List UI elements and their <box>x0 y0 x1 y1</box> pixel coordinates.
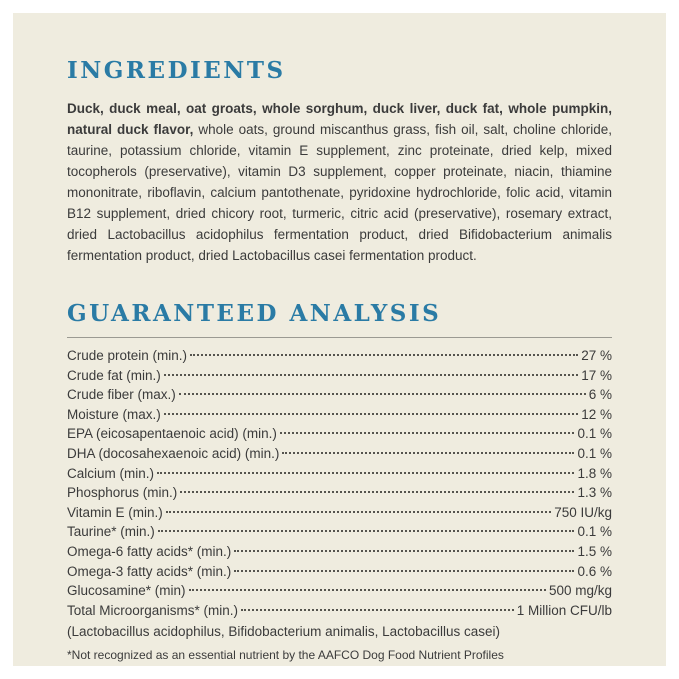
analysis-organisms-note: (Lactobacillus acidophilus, Bifidobacter… <box>67 624 500 640</box>
analysis-row-value: 1.5 % <box>577 543 612 559</box>
analysis-footnote: *Not recognized as an essential nutrient… <box>67 647 504 662</box>
analysis-row: Omega-6 fatty acids* (min.) 1.5 % <box>67 544 612 564</box>
analysis-row-label: Glucosamine* (min) <box>67 583 186 599</box>
analysis-row: Taurine* (min.) 0.1 % <box>67 524 612 544</box>
analysis-row-value: 0.1 % <box>577 445 612 461</box>
analysis-row-value: 1 Million CFU/lb <box>516 602 612 618</box>
analysis-row-label: Moisture (max.) <box>67 406 161 422</box>
leader-dots <box>241 608 514 611</box>
analysis-row-label: Phosphorus (min.) <box>67 485 178 501</box>
analysis-row: EPA (eicosapentaenoic acid) (min.) 0.1 % <box>67 426 612 446</box>
analysis-row-label: Crude fiber (max.) <box>67 387 176 403</box>
pet-food-label: INGREDIENTS Duck, duck meal, oat groats,… <box>13 13 666 666</box>
analysis-row: Omega-3 fatty acids* (min.) 0.6 % <box>67 564 612 584</box>
leader-dots <box>165 510 552 513</box>
analysis-row-value: 6 % <box>588 387 612 403</box>
analysis-row-value: 1.8 % <box>577 465 612 481</box>
analysis-row-label: Vitamin E (min.) <box>67 504 163 520</box>
leader-dots <box>282 451 575 454</box>
analysis-row: Crude protein (min.) 27 % <box>67 348 612 368</box>
analysis-row-value: 27 % <box>581 348 612 363</box>
leader-dots <box>178 393 586 396</box>
leader-dots <box>279 432 575 435</box>
analysis-row: DHA (docosahexaenoic acid) (min.) 0.1 % <box>67 446 612 466</box>
analysis-row-label: Calcium (min.) <box>67 465 155 481</box>
leader-dots <box>163 412 579 415</box>
analysis-row: Glucosamine* (min) 500 mg/kg <box>67 583 612 603</box>
leader-dots <box>180 491 575 494</box>
analysis-row: Total Microorganisms* (min.) 1 Million CF… <box>67 603 612 623</box>
analysis-row-label: Total Microorganisms* (min.) <box>67 602 239 618</box>
analysis-row-label: EPA (eicosapentaenoic acid) (min.) <box>67 426 277 442</box>
analysis-row: Phosphorus (min.) 1.3 % <box>67 485 612 505</box>
analysis-row-value: 0.1 % <box>577 524 612 540</box>
analysis-row: Crude fat (min.) 17 % <box>67 368 612 388</box>
analysis-rows: Crude protein (min.) 27 % Crude fat (min.)… <box>67 348 612 622</box>
analysis-row: Calcium (min.) 1.8 % <box>67 466 612 486</box>
analysis-row: Crude fiber (max.) 6 % <box>67 387 612 407</box>
analysis-row-value: 0.6 % <box>577 563 612 579</box>
analysis-divider <box>67 337 612 338</box>
analysis-row-label: Taurine* (min.) <box>67 524 155 540</box>
leader-dots <box>157 530 575 533</box>
analysis-row: Moisture (max.) 12 % <box>67 407 612 427</box>
analysis-row-value: 750 IU/kg <box>554 504 612 520</box>
leader-dots <box>234 569 575 572</box>
analysis-row-label: Crude protein (min.) <box>67 348 188 363</box>
analysis-row: Vitamin E (min.) 750 IU/kg <box>67 505 612 525</box>
guaranteed-analysis-heading: GUARANTEED ANALYSIS <box>67 300 442 327</box>
leader-dots <box>234 549 575 552</box>
analysis-row-value: 0.1 % <box>577 426 612 442</box>
analysis-row-label: DHA (docosahexaenoic acid) (min.) <box>67 445 280 461</box>
ingredients-body-text: whole oats, ground miscanthus grass, fis… <box>67 122 612 263</box>
analysis-row-value: 1.3 % <box>577 485 612 501</box>
analysis-row-label: Crude fat (min.) <box>67 367 161 383</box>
leader-dots <box>188 589 546 592</box>
leader-dots <box>163 373 579 376</box>
ingredients-text: Duck, duck meal, oat groats, whole sorgh… <box>67 98 612 266</box>
ingredients-heading: INGREDIENTS <box>67 57 286 84</box>
leader-dots <box>190 354 579 356</box>
analysis-row-value: 500 mg/kg <box>548 583 612 599</box>
analysis-row-label: Omega-6 fatty acids* (min.) <box>67 543 232 559</box>
analysis-row-label: Omega-3 fatty acids* (min.) <box>67 563 232 579</box>
analysis-row-value: 17 % <box>581 367 612 383</box>
leader-dots <box>157 471 575 474</box>
ingredients-lead-text: Duck, duck meal, oat groats, whole sorgh… <box>67 101 612 137</box>
analysis-row-value: 12 % <box>581 406 612 422</box>
